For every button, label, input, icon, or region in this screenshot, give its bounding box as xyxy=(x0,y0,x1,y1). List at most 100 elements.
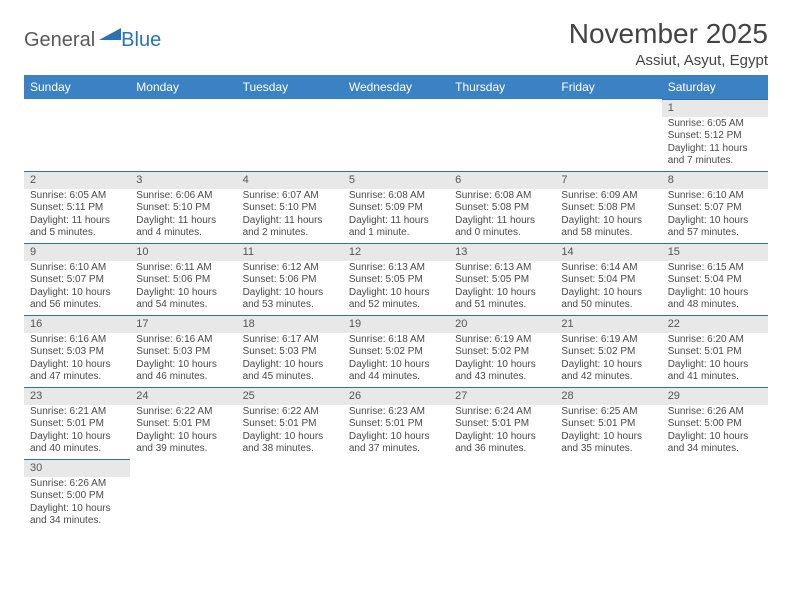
day-number: 23 xyxy=(24,387,130,405)
day-content: Sunrise: 6:26 AMSunset: 5:00 PMDaylight:… xyxy=(662,405,768,459)
calendar-day-cell: 19Sunrise: 6:18 AMSunset: 5:02 PMDayligh… xyxy=(343,315,449,387)
weekday-header: Saturday xyxy=(662,75,768,99)
daylight-line: Daylight: 10 hours and 43 minutes. xyxy=(455,359,549,384)
calendar-day-cell xyxy=(662,459,768,531)
sunset-line: Sunset: 5:12 PM xyxy=(668,130,762,143)
sunset-line: Sunset: 5:01 PM xyxy=(455,418,549,431)
calendar-day-cell: 22Sunrise: 6:20 AMSunset: 5:01 PMDayligh… xyxy=(662,315,768,387)
calendar-day-cell xyxy=(130,99,236,171)
day-content: Sunrise: 6:26 AMSunset: 5:00 PMDaylight:… xyxy=(24,477,130,531)
month-title: November 2025 xyxy=(569,18,768,50)
location: Assiut, Asyut, Egypt xyxy=(569,52,768,69)
day-content: Sunrise: 6:13 AMSunset: 5:05 PMDaylight:… xyxy=(449,261,555,315)
sunset-line: Sunset: 5:11 PM xyxy=(30,202,124,215)
daylight-line: Daylight: 10 hours and 54 minutes. xyxy=(136,287,230,312)
calendar-week-row: 1Sunrise: 6:05 AMSunset: 5:12 PMDaylight… xyxy=(24,99,768,171)
sunrise-line: Sunrise: 6:12 AM xyxy=(243,262,337,275)
day-number: 5 xyxy=(343,171,449,189)
sunrise-line: Sunrise: 6:08 AM xyxy=(349,190,443,203)
calendar-day-cell: 27Sunrise: 6:24 AMSunset: 5:01 PMDayligh… xyxy=(449,387,555,459)
sunset-line: Sunset: 5:03 PM xyxy=(30,346,124,359)
weekday-header: Tuesday xyxy=(237,75,343,99)
daylight-line: Daylight: 10 hours and 50 minutes. xyxy=(561,287,655,312)
calendar-day-cell: 6Sunrise: 6:08 AMSunset: 5:08 PMDaylight… xyxy=(449,171,555,243)
day-number: 21 xyxy=(555,315,661,333)
calendar-day-cell xyxy=(237,459,343,531)
weekday-header: Monday xyxy=(130,75,236,99)
day-content: Sunrise: 6:18 AMSunset: 5:02 PMDaylight:… xyxy=(343,333,449,387)
calendar-day-cell: 30Sunrise: 6:26 AMSunset: 5:00 PMDayligh… xyxy=(24,459,130,531)
calendar-day-cell: 5Sunrise: 6:08 AMSunset: 5:09 PMDaylight… xyxy=(343,171,449,243)
day-number: 22 xyxy=(662,315,768,333)
calendar-day-cell: 28Sunrise: 6:25 AMSunset: 5:01 PMDayligh… xyxy=(555,387,661,459)
sunrise-line: Sunrise: 6:15 AM xyxy=(668,262,762,275)
sunrise-line: Sunrise: 6:05 AM xyxy=(668,118,762,131)
sunset-line: Sunset: 5:02 PM xyxy=(455,346,549,359)
sunrise-line: Sunrise: 6:22 AM xyxy=(243,406,337,419)
day-number: 10 xyxy=(130,243,236,261)
calendar-day-cell: 2Sunrise: 6:05 AMSunset: 5:11 PMDaylight… xyxy=(24,171,130,243)
sunrise-line: Sunrise: 6:19 AM xyxy=(455,334,549,347)
day-number: 13 xyxy=(449,243,555,261)
day-number: 25 xyxy=(237,387,343,405)
sunrise-line: Sunrise: 6:10 AM xyxy=(668,190,762,203)
daylight-line: Daylight: 10 hours and 52 minutes. xyxy=(349,287,443,312)
day-content: Sunrise: 6:16 AMSunset: 5:03 PMDaylight:… xyxy=(130,333,236,387)
day-number: 8 xyxy=(662,171,768,189)
sunset-line: Sunset: 5:05 PM xyxy=(349,274,443,287)
daylight-line: Daylight: 10 hours and 39 minutes. xyxy=(136,431,230,456)
daylight-line: Daylight: 10 hours and 48 minutes. xyxy=(668,287,762,312)
calendar-body: 1Sunrise: 6:05 AMSunset: 5:12 PMDaylight… xyxy=(24,99,768,531)
sunset-line: Sunset: 5:01 PM xyxy=(136,418,230,431)
weekday-header-row: SundayMondayTuesdayWednesdayThursdayFrid… xyxy=(24,75,768,99)
sunrise-line: Sunrise: 6:22 AM xyxy=(136,406,230,419)
daylight-line: Daylight: 10 hours and 57 minutes. xyxy=(668,215,762,240)
daylight-line: Daylight: 10 hours and 58 minutes. xyxy=(561,215,655,240)
sunrise-line: Sunrise: 6:24 AM xyxy=(455,406,549,419)
calendar-day-cell: 4Sunrise: 6:07 AMSunset: 5:10 PMDaylight… xyxy=(237,171,343,243)
sunset-line: Sunset: 5:02 PM xyxy=(349,346,443,359)
sunset-line: Sunset: 5:05 PM xyxy=(455,274,549,287)
day-content: Sunrise: 6:16 AMSunset: 5:03 PMDaylight:… xyxy=(24,333,130,387)
sunrise-line: Sunrise: 6:20 AM xyxy=(668,334,762,347)
calendar-day-cell: 26Sunrise: 6:23 AMSunset: 5:01 PMDayligh… xyxy=(343,387,449,459)
daylight-line: Daylight: 10 hours and 34 minutes. xyxy=(668,431,762,456)
calendar-table: SundayMondayTuesdayWednesdayThursdayFrid… xyxy=(24,75,768,531)
sunrise-line: Sunrise: 6:13 AM xyxy=(455,262,549,275)
day-number: 29 xyxy=(662,387,768,405)
daylight-line: Daylight: 10 hours and 37 minutes. xyxy=(349,431,443,456)
sunset-line: Sunset: 5:04 PM xyxy=(668,274,762,287)
calendar-day-cell: 21Sunrise: 6:19 AMSunset: 5:02 PMDayligh… xyxy=(555,315,661,387)
day-content: Sunrise: 6:09 AMSunset: 5:08 PMDaylight:… xyxy=(555,189,661,243)
calendar-week-row: 23Sunrise: 6:21 AMSunset: 5:01 PMDayligh… xyxy=(24,387,768,459)
sunrise-line: Sunrise: 6:23 AM xyxy=(349,406,443,419)
sunset-line: Sunset: 5:00 PM xyxy=(668,418,762,431)
sunset-line: Sunset: 5:07 PM xyxy=(668,202,762,215)
day-number: 28 xyxy=(555,387,661,405)
day-content: Sunrise: 6:06 AMSunset: 5:10 PMDaylight:… xyxy=(130,189,236,243)
logo-text-blue: Blue xyxy=(121,29,161,52)
day-number: 7 xyxy=(555,171,661,189)
calendar-day-cell xyxy=(343,459,449,531)
header: General Blue November 2025 Assiut, Asyut… xyxy=(24,18,768,69)
day-content: Sunrise: 6:17 AMSunset: 5:03 PMDaylight:… xyxy=(237,333,343,387)
daylight-line: Daylight: 11 hours and 5 minutes. xyxy=(30,215,124,240)
sunrise-line: Sunrise: 6:26 AM xyxy=(668,406,762,419)
calendar-day-cell xyxy=(237,99,343,171)
day-content: Sunrise: 6:10 AMSunset: 5:07 PMDaylight:… xyxy=(662,189,768,243)
daylight-line: Daylight: 10 hours and 51 minutes. xyxy=(455,287,549,312)
sunset-line: Sunset: 5:02 PM xyxy=(561,346,655,359)
sunrise-line: Sunrise: 6:19 AM xyxy=(561,334,655,347)
sunrise-line: Sunrise: 6:10 AM xyxy=(30,262,124,275)
weekday-header: Wednesday xyxy=(343,75,449,99)
day-number: 18 xyxy=(237,315,343,333)
sunset-line: Sunset: 5:06 PM xyxy=(136,274,230,287)
calendar-day-cell: 25Sunrise: 6:22 AMSunset: 5:01 PMDayligh… xyxy=(237,387,343,459)
day-content: Sunrise: 6:07 AMSunset: 5:10 PMDaylight:… xyxy=(237,189,343,243)
calendar-day-cell: 3Sunrise: 6:06 AMSunset: 5:10 PMDaylight… xyxy=(130,171,236,243)
sunset-line: Sunset: 5:06 PM xyxy=(243,274,337,287)
daylight-line: Daylight: 10 hours and 46 minutes. xyxy=(136,359,230,384)
calendar-week-row: 9Sunrise: 6:10 AMSunset: 5:07 PMDaylight… xyxy=(24,243,768,315)
daylight-line: Daylight: 11 hours and 7 minutes. xyxy=(668,143,762,168)
daylight-line: Daylight: 10 hours and 41 minutes. xyxy=(668,359,762,384)
